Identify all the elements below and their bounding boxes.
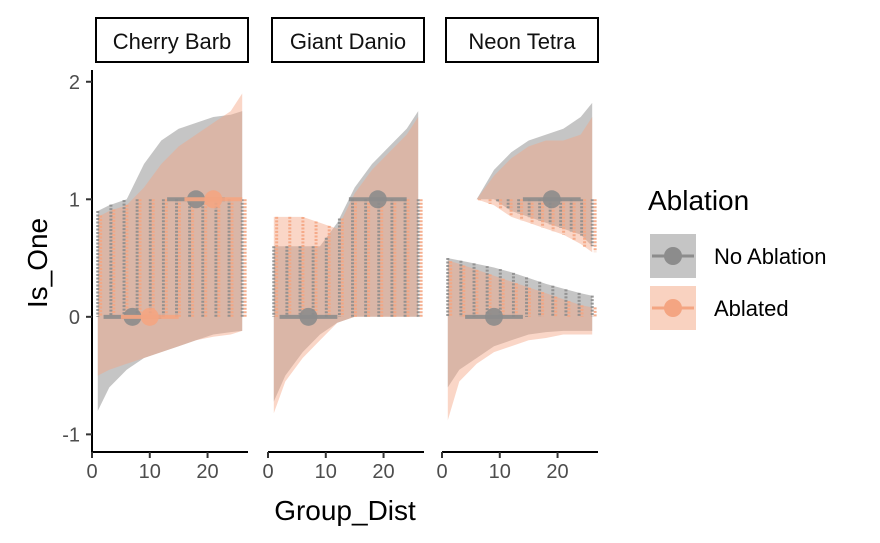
legend: Ablation No Ablation Ablated	[648, 185, 827, 330]
summary-point	[140, 307, 159, 326]
summary-point	[485, 307, 503, 326]
y-tick-label: -1	[62, 424, 80, 446]
x-tick-label: 10	[139, 461, 161, 483]
facet-strip-label: Giant Danio	[290, 29, 406, 54]
legend-title: Ablation	[648, 185, 749, 216]
legend-label: Ablated	[714, 296, 789, 321]
facet-strip	[95, 17, 249, 63]
y-tick-label: 2	[69, 72, 80, 94]
x-tick-label: 0	[262, 461, 273, 483]
ribbon-ablated	[273, 117, 419, 414]
summary-point	[299, 307, 318, 326]
ribbon-no-ablation	[447, 258, 593, 388]
x-axis-title: Group_Dist	[274, 495, 416, 526]
y-tick-label: 0	[69, 307, 80, 329]
facet-panel: Giant Danio	[271, 17, 425, 414]
ribbon-no-ablation	[273, 111, 419, 402]
facets-layer: Cherry Barb Giant Danio Neon Tetra	[95, 17, 599, 421]
facet-panel: Neon Tetra	[445, 17, 599, 421]
legend-key-point	[664, 299, 682, 317]
axes-layer: 0 10 20 0 10 20 0 10 20 -1 0 1 2	[62, 70, 598, 483]
summary-point	[542, 190, 561, 209]
x-tick-label: 0	[436, 461, 447, 483]
x-tick-label: 0	[86, 461, 97, 483]
x-tick-label: 10	[315, 461, 337, 483]
x-tick-label: 20	[546, 461, 568, 483]
legend-items: No Ablation Ablated	[650, 234, 827, 330]
x-tick-label: 20	[372, 461, 394, 483]
facet-strip	[271, 17, 425, 63]
facet-strip-label: Neon Tetra	[468, 29, 576, 54]
y-tick-label: 1	[69, 189, 80, 211]
x-tick-label: 20	[196, 461, 218, 483]
summary-point	[204, 190, 223, 209]
facet-strip	[445, 17, 599, 63]
y-axis-title: Is_One	[22, 218, 53, 308]
legend-label: No Ablation	[714, 244, 827, 269]
legend-key-point	[664, 247, 682, 265]
summary-point	[368, 190, 387, 209]
facet-strip-label: Cherry Barb	[113, 29, 232, 54]
ribbon-no-ablation	[97, 111, 243, 411]
x-tick-label: 10	[489, 461, 511, 483]
facet-panel: Cherry Barb	[95, 17, 249, 411]
